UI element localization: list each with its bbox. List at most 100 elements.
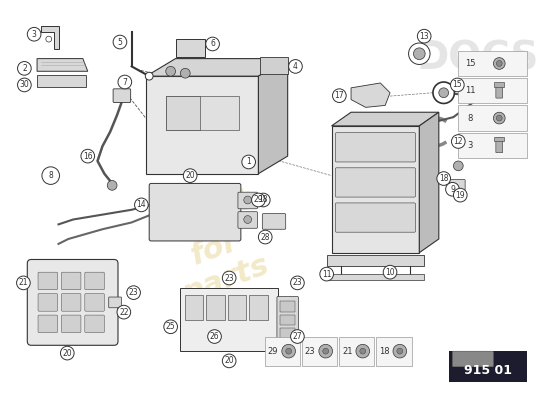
- FancyBboxPatch shape: [238, 212, 257, 228]
- FancyBboxPatch shape: [494, 137, 504, 142]
- Text: 23: 23: [129, 288, 139, 297]
- Text: 20: 20: [185, 171, 195, 180]
- Circle shape: [206, 37, 219, 51]
- FancyBboxPatch shape: [175, 39, 205, 57]
- Circle shape: [251, 193, 265, 207]
- Circle shape: [453, 188, 467, 202]
- Circle shape: [319, 344, 333, 358]
- Circle shape: [60, 346, 74, 360]
- Circle shape: [437, 172, 450, 185]
- Text: 25: 25: [166, 322, 175, 331]
- Text: a part
for
parts: a part for parts: [150, 186, 279, 312]
- Text: 15: 15: [465, 59, 475, 68]
- Circle shape: [320, 267, 333, 281]
- FancyBboxPatch shape: [249, 295, 268, 320]
- Text: 5: 5: [118, 38, 123, 46]
- Circle shape: [117, 305, 131, 319]
- Circle shape: [42, 167, 59, 184]
- Text: 14: 14: [136, 200, 146, 209]
- FancyBboxPatch shape: [458, 78, 526, 104]
- FancyBboxPatch shape: [449, 180, 465, 190]
- FancyBboxPatch shape: [458, 51, 526, 76]
- Circle shape: [452, 135, 465, 148]
- Polygon shape: [332, 112, 439, 126]
- Text: 8: 8: [468, 114, 472, 122]
- Text: 1: 1: [246, 158, 251, 166]
- Circle shape: [113, 35, 127, 49]
- Circle shape: [18, 78, 31, 92]
- Text: 12: 12: [454, 137, 463, 146]
- Circle shape: [439, 88, 449, 98]
- Circle shape: [244, 196, 251, 204]
- FancyBboxPatch shape: [62, 272, 81, 290]
- Circle shape: [258, 230, 272, 244]
- Text: 30: 30: [19, 80, 29, 90]
- Text: 29: 29: [254, 196, 263, 204]
- FancyBboxPatch shape: [38, 272, 58, 290]
- Circle shape: [397, 348, 403, 354]
- Text: 16: 16: [83, 152, 92, 161]
- FancyBboxPatch shape: [238, 192, 257, 209]
- Circle shape: [16, 276, 30, 290]
- Text: 27: 27: [293, 332, 303, 341]
- FancyBboxPatch shape: [185, 295, 204, 320]
- Circle shape: [208, 330, 221, 343]
- FancyBboxPatch shape: [302, 336, 337, 366]
- Circle shape: [323, 348, 328, 354]
- FancyBboxPatch shape: [85, 294, 104, 311]
- Circle shape: [28, 28, 41, 41]
- FancyBboxPatch shape: [38, 315, 58, 333]
- Circle shape: [496, 60, 502, 66]
- FancyBboxPatch shape: [458, 133, 526, 158]
- Circle shape: [256, 193, 270, 207]
- FancyBboxPatch shape: [109, 297, 122, 308]
- Circle shape: [360, 348, 366, 354]
- Circle shape: [409, 43, 430, 64]
- Circle shape: [450, 78, 464, 92]
- Text: 18: 18: [258, 196, 268, 204]
- Circle shape: [383, 265, 397, 279]
- Circle shape: [493, 58, 505, 69]
- Text: DOCS: DOCS: [416, 40, 539, 78]
- Circle shape: [135, 198, 148, 212]
- Text: 11: 11: [322, 270, 332, 279]
- FancyBboxPatch shape: [180, 288, 278, 351]
- FancyBboxPatch shape: [327, 274, 424, 280]
- FancyBboxPatch shape: [280, 314, 295, 325]
- Text: 23: 23: [305, 347, 315, 356]
- Circle shape: [285, 348, 292, 354]
- Text: 20: 20: [63, 348, 72, 358]
- FancyBboxPatch shape: [336, 133, 415, 162]
- FancyBboxPatch shape: [38, 294, 58, 311]
- FancyBboxPatch shape: [28, 260, 118, 345]
- FancyBboxPatch shape: [339, 336, 375, 366]
- FancyBboxPatch shape: [166, 96, 200, 130]
- Circle shape: [166, 66, 175, 76]
- Text: 18: 18: [439, 174, 448, 183]
- FancyBboxPatch shape: [494, 82, 504, 87]
- Text: 21: 21: [19, 278, 28, 287]
- Text: 20: 20: [224, 356, 234, 365]
- Circle shape: [446, 182, 459, 196]
- FancyBboxPatch shape: [458, 106, 526, 131]
- Text: 23: 23: [293, 278, 303, 287]
- Polygon shape: [37, 59, 88, 71]
- Circle shape: [18, 62, 31, 75]
- Polygon shape: [146, 59, 288, 76]
- Circle shape: [414, 48, 425, 60]
- Text: 17: 17: [334, 91, 344, 100]
- Circle shape: [290, 276, 304, 290]
- Circle shape: [282, 344, 295, 358]
- Polygon shape: [419, 112, 439, 253]
- Circle shape: [222, 354, 236, 368]
- Polygon shape: [146, 76, 258, 174]
- Circle shape: [244, 216, 251, 224]
- FancyBboxPatch shape: [496, 138, 503, 153]
- Text: 22: 22: [119, 308, 129, 317]
- FancyBboxPatch shape: [228, 295, 246, 320]
- Text: 3: 3: [32, 30, 36, 39]
- Polygon shape: [332, 126, 419, 253]
- Text: 3: 3: [468, 141, 472, 150]
- FancyBboxPatch shape: [149, 184, 241, 241]
- Polygon shape: [258, 59, 288, 174]
